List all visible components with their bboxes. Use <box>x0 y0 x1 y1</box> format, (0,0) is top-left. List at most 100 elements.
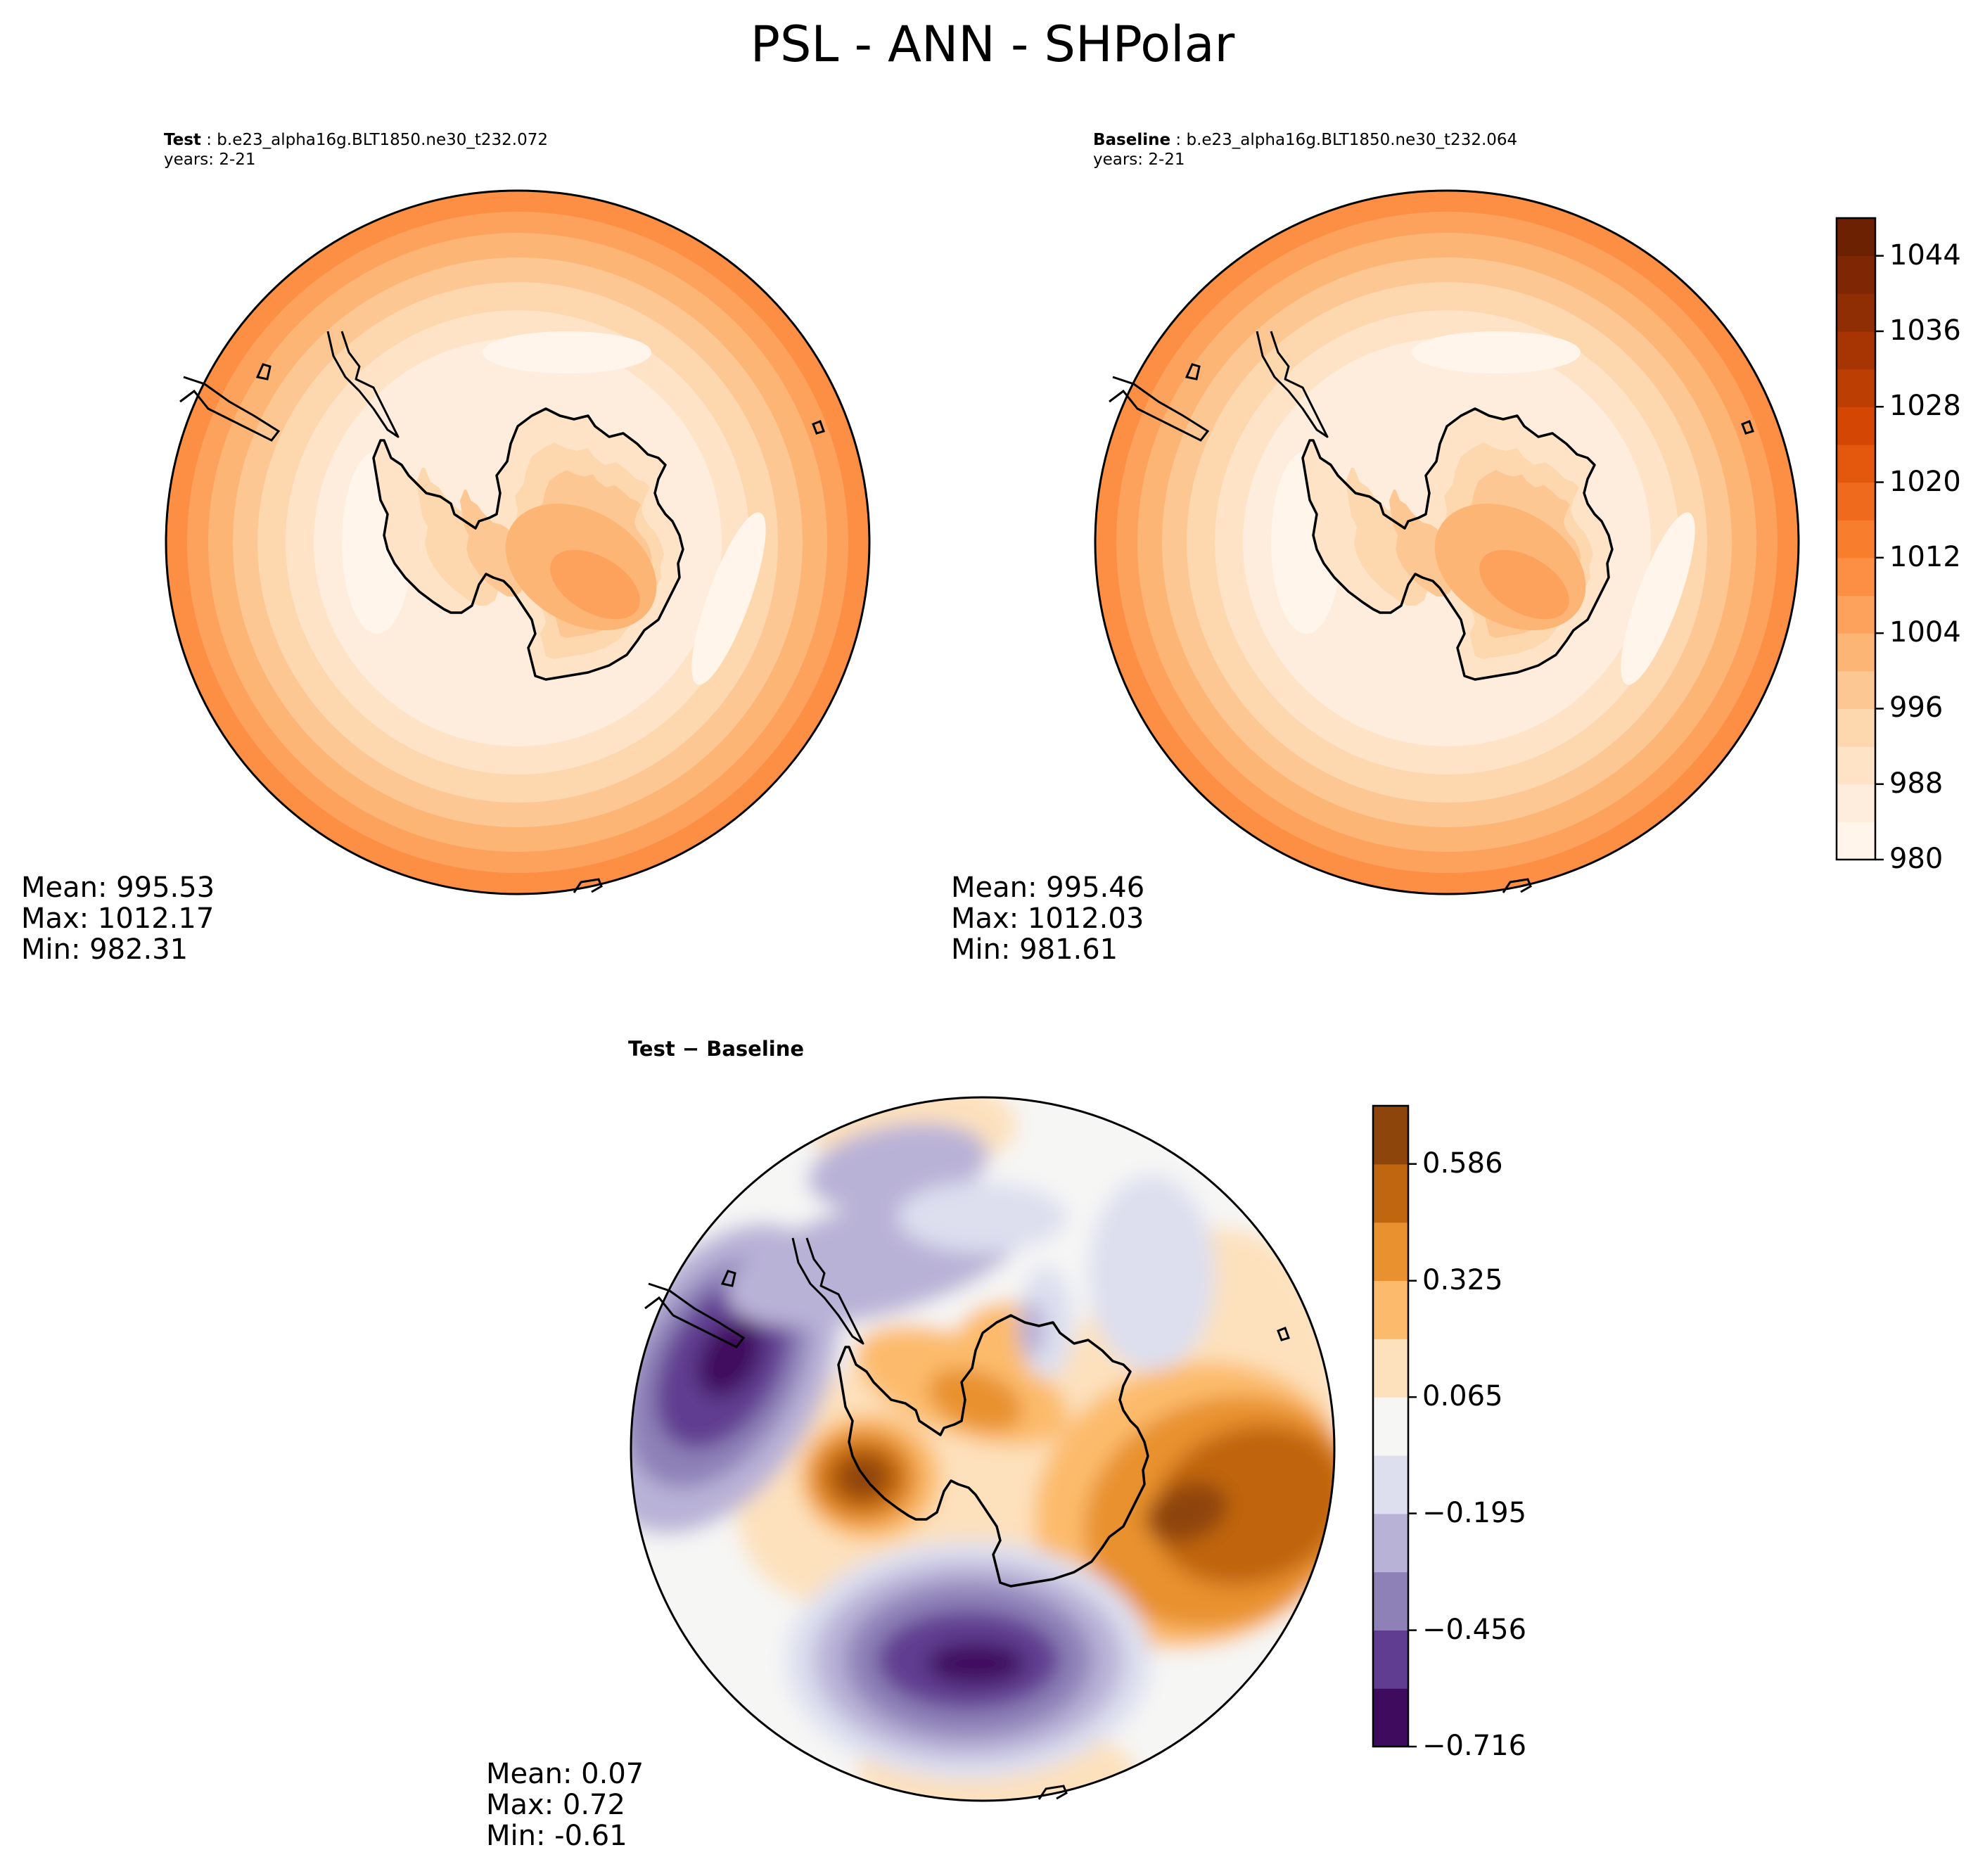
div-colorbar-segment-9 <box>1373 1163 1408 1223</box>
anomaly-blob-15 <box>928 1368 1023 1431</box>
seq-colorbar-tick-label-6: 1028 <box>1889 390 1961 423</box>
difference-min: Min: -0.61 <box>486 1820 627 1852</box>
div-colorbar-tick-label-3: 0.065 <box>1422 1380 1503 1413</box>
difference-field <box>631 1097 1334 1801</box>
div-colorbar-segment-2 <box>1373 1571 1408 1631</box>
seq-colorbar-tick-label-3: 1004 <box>1889 616 1961 649</box>
new-zealand-coastline <box>1502 878 1532 893</box>
seq-colorbar-tick-label-4: 1012 <box>1889 540 1961 573</box>
div-colorbar-segment-8 <box>1373 1222 1408 1282</box>
seq-colorbar-frame <box>1835 217 1877 861</box>
test-max: Max: 1012.17 <box>21 902 215 935</box>
div-colorbar-tick-label-0: −0.716 <box>1422 1730 1527 1762</box>
div-colorbar-frame <box>1372 1104 1410 1748</box>
anomaly-blob-30 <box>926 1642 1025 1685</box>
div-colorbar-segment-3 <box>1373 1513 1408 1573</box>
test-header: Test : b.e23_alpha16g.BLT1850.ne30_t232.… <box>164 131 548 149</box>
baseline-stats: Mean: 995.46 Max: 1012.03 Min: 981.61 <box>951 872 1144 965</box>
seq-colorbar-segment-9 <box>1837 482 1875 521</box>
south-america-coastline <box>644 1282 746 1348</box>
antarctica-coastline <box>372 407 684 681</box>
baseline-case-name: b.e23_alpha16g.BLT1850.ne30_t232.064 <box>1186 131 1518 149</box>
low-patch-north <box>483 331 651 374</box>
difference-map <box>630 1096 1336 1802</box>
peninsula-coastline <box>326 331 400 438</box>
anomaly-blob-14 <box>838 1456 888 1498</box>
div-colorbar-segment-5 <box>1373 1397 1408 1456</box>
seq-colorbar-segment-7 <box>1837 557 1875 596</box>
low-patch-north <box>1412 331 1581 374</box>
seq-colorbar-tick-label-7: 1036 <box>1889 314 1961 347</box>
test-case-name: b.e23_alpha16g.BLT1850.ne30_t232.072 <box>217 131 548 149</box>
difference-mean: Mean: 0.07 <box>486 1758 644 1790</box>
seq-colorbar-segment-4 <box>1837 670 1875 710</box>
div-colorbar-segment-1 <box>1373 1630 1408 1689</box>
test-map-border <box>165 189 871 895</box>
island-coastline <box>1277 1327 1290 1341</box>
anomaly-blob-10 <box>1145 1482 1228 1543</box>
baseline-map-border <box>1094 189 1800 895</box>
div-colorbar-segment-6 <box>1373 1339 1408 1398</box>
peninsula-coastline <box>1256 331 1329 438</box>
difference-coastline <box>644 1237 1290 1800</box>
test-label: Test <box>164 131 201 149</box>
div-colorbar-tick-label-5: 0.586 <box>1422 1147 1503 1180</box>
continent-band-4 <box>550 549 640 620</box>
div-colorbar-tick-label-4: 0.325 <box>1422 1263 1503 1296</box>
south-america-coastline <box>1109 376 1210 442</box>
div-colorbar-segment-7 <box>1373 1280 1408 1339</box>
baseline-mean: Mean: 995.46 <box>951 872 1145 904</box>
baseline-min: Min: 981.61 <box>951 933 1118 966</box>
anomaly-blobs <box>631 1097 1334 1801</box>
baseline-coastline <box>1109 331 1754 893</box>
antarctica-coastline <box>837 1314 1149 1588</box>
div-colorbar-segment-10 <box>1373 1106 1408 1165</box>
difference-map-border <box>630 1096 1336 1802</box>
seq-colorbar-segment-15 <box>1837 255 1875 294</box>
baseline-field <box>1095 191 1799 894</box>
test-years: years: 2-21 <box>164 151 256 169</box>
div-colorbar-segment-0 <box>1373 1688 1408 1747</box>
low-patch-east <box>1621 512 1695 685</box>
anomaly-blob-23 <box>1088 1175 1215 1372</box>
seq-colorbar-tick-label-5: 1020 <box>1889 465 1961 498</box>
test-stats: Mean: 995.53 Max: 1012.17 Min: 982.31 <box>21 872 215 965</box>
falklands-coastline <box>1185 363 1201 381</box>
difference-stats: Mean: 0.07 Max: 0.72 Min: -0.61 <box>486 1759 644 1851</box>
seq-colorbar-segment-6 <box>1837 595 1875 634</box>
difference-label: Test − Baseline <box>628 1037 805 1061</box>
test-field <box>166 191 869 894</box>
seq-colorbar-segment-12 <box>1837 369 1875 407</box>
new-zealand-coastline <box>573 878 603 893</box>
div-colorbar-tick-label-1: −0.456 <box>1422 1613 1527 1646</box>
seq-colorbar-segment-2 <box>1837 746 1875 785</box>
test-coastline <box>179 331 825 893</box>
island-coastline <box>1741 420 1754 435</box>
baseline-label: Baseline <box>1093 131 1171 149</box>
antarctica-coastline <box>1301 407 1614 681</box>
seq-colorbar-segment-14 <box>1837 293 1875 332</box>
south-america-coastline <box>179 376 281 442</box>
div-colorbar-tick-label-2: −0.195 <box>1422 1496 1527 1529</box>
continent-band-4 <box>1479 549 1569 620</box>
seq-colorbar-tick-label-1: 988 <box>1889 767 1943 800</box>
island-coastline <box>812 420 825 435</box>
baseline-header: Baseline : b.e23_alpha16g.BLT1850.ne30_t… <box>1093 131 1518 149</box>
baseline-map <box>1094 189 1800 895</box>
low-patch-east <box>691 512 766 685</box>
div-colorbar-segment-4 <box>1373 1455 1408 1514</box>
baseline-years: years: 2-21 <box>1093 151 1185 169</box>
anomaly-blob-19 <box>697 1318 762 1397</box>
anomaly-blob-22 <box>898 1182 1067 1252</box>
anomaly-blob-9 <box>1154 1425 1334 1585</box>
falklands-coastline <box>720 1270 736 1287</box>
diverging-colorbar <box>1372 1104 1417 1748</box>
sequential-colorbar <box>1835 217 1884 861</box>
seq-colorbar-segment-16 <box>1837 218 1875 257</box>
baseline-max: Max: 1012.03 <box>951 902 1144 935</box>
seq-colorbar-tick-label-2: 996 <box>1889 691 1943 725</box>
seq-colorbar-segment-1 <box>1837 784 1875 822</box>
test-min: Min: 982.31 <box>21 933 189 966</box>
seq-colorbar-tick-label-8: 1044 <box>1889 238 1961 272</box>
